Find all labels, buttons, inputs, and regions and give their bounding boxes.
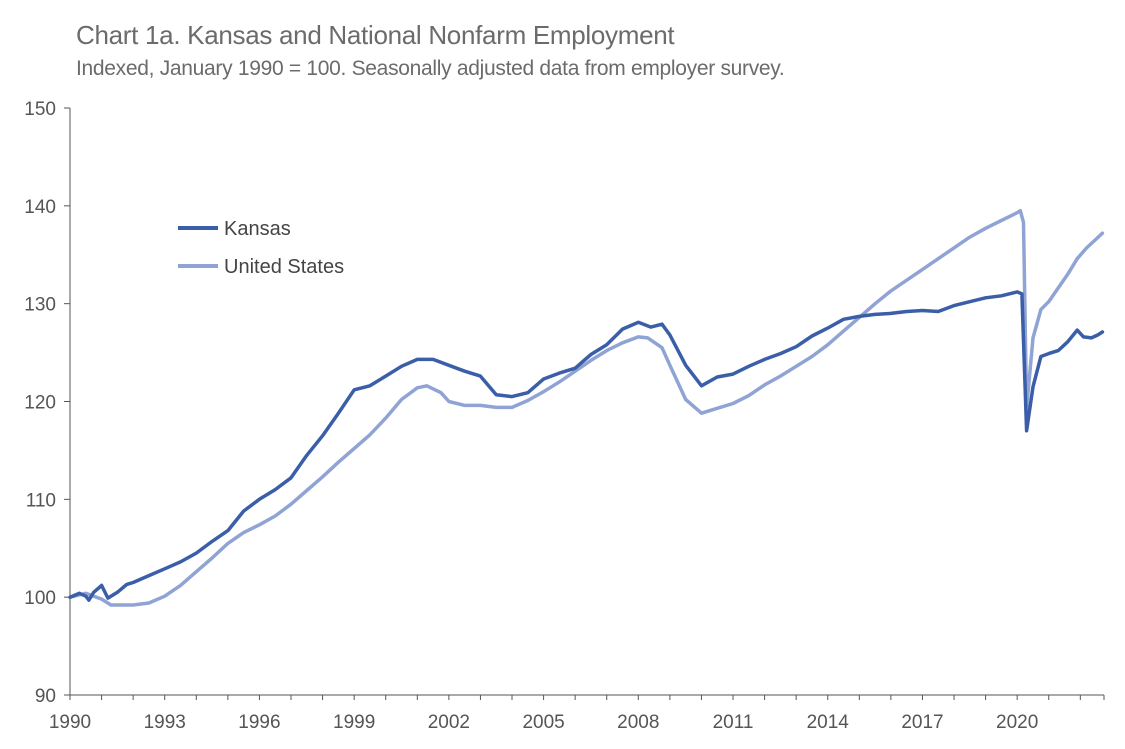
legend-label-united-states: United States — [224, 256, 344, 278]
y-tick-label: 140 — [24, 197, 56, 218]
chart-subtitle: Indexed, January 1990 = 100. Seasonally … — [76, 57, 785, 80]
y-tick-label: 110 — [26, 490, 56, 511]
x-tick-label: 1993 — [144, 712, 186, 733]
series-line-kansas — [68, 290, 1105, 602]
x-tick-label: 2020 — [996, 712, 1038, 733]
x-tick-label: 2011 — [713, 712, 754, 733]
x-tick-label: 2005 — [522, 712, 564, 733]
chart-series — [68, 208, 1105, 607]
x-tick-label: 2014 — [807, 712, 850, 733]
y-tick-label: 90 — [35, 686, 56, 707]
x-tick-label: 1996 — [238, 712, 280, 733]
chart-legend: Kansas United States — [178, 218, 344, 278]
x-tick-label: 1999 — [333, 712, 375, 733]
chart-title: Chart 1a. Kansas and National Nonfarm Em… — [76, 20, 675, 50]
y-tick-label: 150 — [24, 99, 56, 120]
x-tick-label: 2002 — [428, 712, 470, 733]
chart-axes: 90 100 110 120 130 140 150 1990 1993 1996 1999 2002… — [24, 99, 1105, 733]
y-tick-label: 120 — [24, 393, 56, 414]
x-tick-label: 2008 — [617, 712, 659, 733]
y-tick-label: 130 — [24, 295, 56, 316]
x-tick-label: 1990 — [49, 712, 91, 733]
series-line-united-states — [68, 208, 1105, 607]
x-tick-label: 2017 — [901, 712, 943, 733]
y-tick-label: 100 — [24, 588, 56, 609]
legend-label-kansas: Kansas — [224, 218, 291, 240]
